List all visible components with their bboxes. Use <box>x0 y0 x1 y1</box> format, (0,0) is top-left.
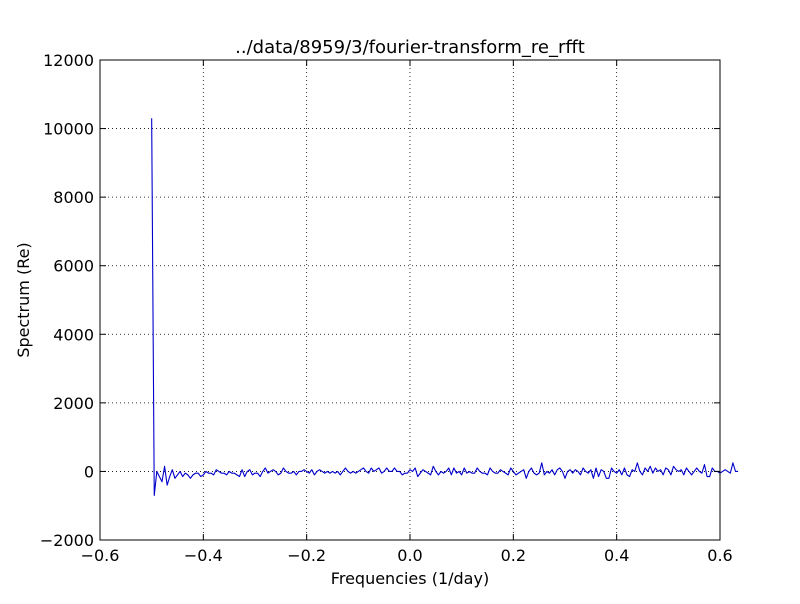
y-tick-label: 0 <box>84 462 94 481</box>
y-axis-label: Spectrum (Re) <box>14 242 33 357</box>
chart-title: ../data/8959/3/fourier-transform_re_rfft <box>235 37 585 58</box>
x-tick-label: 0.4 <box>604 546 629 565</box>
spectrum-series-line <box>151 118 739 496</box>
y-tick-label: 2000 <box>53 394 94 413</box>
x-axis-label: Frequencies (1/day) <box>331 569 489 588</box>
x-tick-label: −0.6 <box>81 546 120 565</box>
x-tick-label: 0.2 <box>501 546 526 565</box>
x-tick-label: −0.2 <box>287 546 326 565</box>
y-tick-label: −2000 <box>40 531 94 550</box>
y-tick-label: 6000 <box>53 257 94 276</box>
ticks: −0.6 −0.4 −0.2 0.0 0.2 0.4 0.6 −2000 0 2000 4000 60… <box>40 51 733 565</box>
y-tick-label: 8000 <box>53 188 94 207</box>
x-tick-label: 0.6 <box>707 546 732 565</box>
x-tick-label: −0.4 <box>184 546 223 565</box>
data-layer <box>151 118 739 496</box>
y-tick-label: 10000 <box>43 120 94 139</box>
y-tick-label: 12000 <box>43 51 94 70</box>
x-tick-label: 0.0 <box>397 546 422 565</box>
y-tick-label: 4000 <box>53 325 94 344</box>
